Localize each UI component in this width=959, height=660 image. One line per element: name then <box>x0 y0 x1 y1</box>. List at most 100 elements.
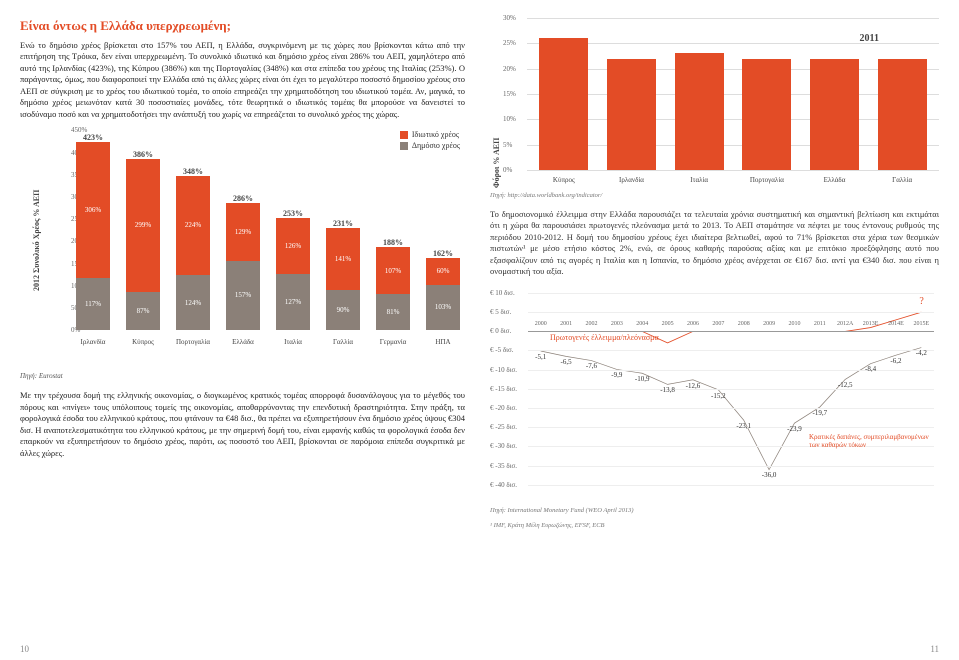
bottom-paragraph: Με την τρέχουσα δομή της ελληνικής οικον… <box>20 390 465 459</box>
debt-stacked-chart: 2012 Συνολικό Χρέος % ΑΕΠ Ιδιωτικό χρέος… <box>30 130 465 350</box>
deficit-value-label: -12,5 <box>838 381 853 389</box>
deficit-year-label: 2006 <box>680 321 705 327</box>
tax-ytick: 5% <box>503 141 512 149</box>
intro-paragraph: Ενώ το δημόσιο χρέος βρίσκεται στο 157% … <box>20 40 465 120</box>
deficit-year-label: 2014E <box>883 321 908 327</box>
stacked-y-label: 2012 Συνολικό Χρέος % ΑΕΠ <box>30 130 43 350</box>
deficit-year-label: 2003 <box>604 321 629 327</box>
deficit-value-label: -13,8 <box>660 386 675 394</box>
stacked-priv-value: 129% <box>235 228 251 236</box>
tax-ytick: 25% <box>503 39 516 47</box>
deficit-year-label: 2000 <box>528 321 553 327</box>
stacked-pub-value: 124% <box>185 299 201 307</box>
deficit-value-label: -19,7 <box>813 409 828 417</box>
page-title: Είναι όντως η Ελλάδα υπερχρεωμένη; <box>20 18 465 34</box>
deficit-ytick: € -40 δισ. <box>490 481 517 489</box>
tax-x-label: Πορτογαλία <box>738 176 796 184</box>
tax-ytick: 30% <box>503 14 516 22</box>
deficit-value-label: -23,9 <box>787 425 802 433</box>
stacked-bar: 253%127%126%Ιταλία <box>271 130 315 330</box>
deficit-year-label: 2002 <box>579 321 604 327</box>
deficit-value-label: -23,1 <box>736 422 751 430</box>
deficit-ytick: € -20 δισ. <box>490 404 517 412</box>
tax-y-label: Φόροι % ΑΕΠ <box>490 18 503 188</box>
stacked-pub-value: 87% <box>137 307 150 315</box>
deficit-line-chart: € -40 δισ. € -35 δισ. € -30 δισ. € -25 δισ.… <box>490 293 939 503</box>
tax-ytick: 20% <box>503 65 516 73</box>
stacked-x-label: Ιταλία <box>271 338 315 346</box>
stacked-total-label: 348% <box>183 167 203 176</box>
deficit-ytick: € -15 δισ. <box>490 385 517 393</box>
stacked-x-label: Πορτογαλία <box>171 338 215 346</box>
deficit-value-label: -6,5 <box>561 358 572 366</box>
stacked-priv-value: 107% <box>385 267 401 275</box>
page-number-right: 11 <box>930 644 939 654</box>
deficit-year-label: 2004 <box>630 321 655 327</box>
right-paragraph: Το δημοσιονομικό έλλειμμα στην Ελλάδα πα… <box>490 209 939 278</box>
deficit-note: Κρατικές δαπάνες, συμπεριλαμβανομένων τω… <box>809 433 929 449</box>
stacked-bar: 348%124%224%Πορτογαλία <box>171 130 215 330</box>
deficit-ytick: € -35 δισ. <box>490 462 517 470</box>
deficit-value-label: -5,1 <box>535 353 546 361</box>
deficit-year-label: 2010 <box>782 321 807 327</box>
tax-x-label: Γαλλία <box>873 176 931 184</box>
deficit-value-label: -15,2 <box>711 392 726 400</box>
stacked-x-label: Ελλάδα <box>221 338 265 346</box>
stacked-total-label: 253% <box>283 209 303 218</box>
deficit-ytick: € 0 δισ. <box>490 327 511 335</box>
tax-ytick: 10% <box>503 115 516 123</box>
stacked-pub-value: 127% <box>285 298 301 306</box>
tax-bar-chart: Φόροι % ΑΕΠ 2011 0%5%10%15%20%25%30% Κύπ… <box>490 18 939 188</box>
stacked-pub-value: 103% <box>435 303 451 311</box>
stacked-pub-value: 117% <box>85 300 101 308</box>
stacked-priv-value: 299% <box>135 221 151 229</box>
deficit-year-label: 2012A <box>833 321 858 327</box>
stacked-total-label: 286% <box>233 194 253 203</box>
tax-source: Πηγή: http://data.worldbank.org/indicato… <box>490 192 939 199</box>
deficit-value-label: -12,6 <box>686 382 701 390</box>
stacked-bar: 423%117%306%Ιρλανδία <box>71 130 115 330</box>
stacked-total-label: 423% <box>83 133 103 142</box>
tax-ytick: 15% <box>503 90 516 98</box>
stacked-priv-value: 126% <box>285 242 301 250</box>
stacked-total-label: 188% <box>383 238 403 247</box>
deficit-year-label: 2013E <box>858 321 883 327</box>
stacked-bar: 162%103%60%ΗΠΑ <box>421 130 465 330</box>
deficit-ytick: € 10 δισ. <box>490 289 515 297</box>
tax-bar: Ελλάδα <box>806 18 864 170</box>
tax-bar: Ιταλία <box>670 18 728 170</box>
deficit-ytick: € -5 δισ. <box>490 346 514 354</box>
deficit-value-label: -8,4 <box>865 365 876 373</box>
stacked-bar: 188%81%107%Γερμανία <box>371 130 415 330</box>
stacked-pub-value: 90% <box>337 306 350 314</box>
stacked-x-label: Ιρλανδία <box>71 338 115 346</box>
stacked-total-label: 231% <box>333 219 353 228</box>
tax-bar: Γαλλία <box>873 18 931 170</box>
stacked-total-label: 386% <box>133 150 153 159</box>
deficit-year-label: 2011 <box>807 321 832 327</box>
deficit-year-label: 2015E <box>909 321 934 327</box>
tax-x-label: Ιρλανδία <box>603 176 661 184</box>
stacked-x-label: Γαλλία <box>321 338 365 346</box>
deficit-value-label: -36,0 <box>762 471 777 479</box>
deficit-year-label: 2001 <box>553 321 578 327</box>
stacked-bar: 286%157%129%Ελλάδα <box>221 130 265 330</box>
deficit-value-label: -6,2 <box>890 357 901 365</box>
stacked-pub-value: 157% <box>235 291 251 299</box>
stacked-priv-value: 141% <box>335 255 351 263</box>
stacked-x-label: ΗΠΑ <box>421 338 465 346</box>
stacked-bar: 231%90%141%Γαλλία <box>321 130 365 330</box>
stacked-x-label: Κύπρος <box>121 338 165 346</box>
stacked-priv-value: 224% <box>185 221 201 229</box>
deficit-ytick: € -30 δισ. <box>490 442 517 450</box>
deficit-ytick: € -25 δισ. <box>490 423 517 431</box>
deficit-year-label: 2008 <box>731 321 756 327</box>
deficit-ytick: € 5 δισ. <box>490 308 511 316</box>
tax-x-label: Ελλάδα <box>806 176 864 184</box>
deficit-value-label: -10,9 <box>635 375 650 383</box>
page-number-left: 10 <box>20 644 29 654</box>
deficit-source: Πηγή: International Monetary Fund (WEO A… <box>490 507 939 514</box>
deficit-year-label: 2007 <box>706 321 731 327</box>
stacked-priv-value: 306% <box>85 206 101 214</box>
question-mark: ? <box>919 296 923 307</box>
